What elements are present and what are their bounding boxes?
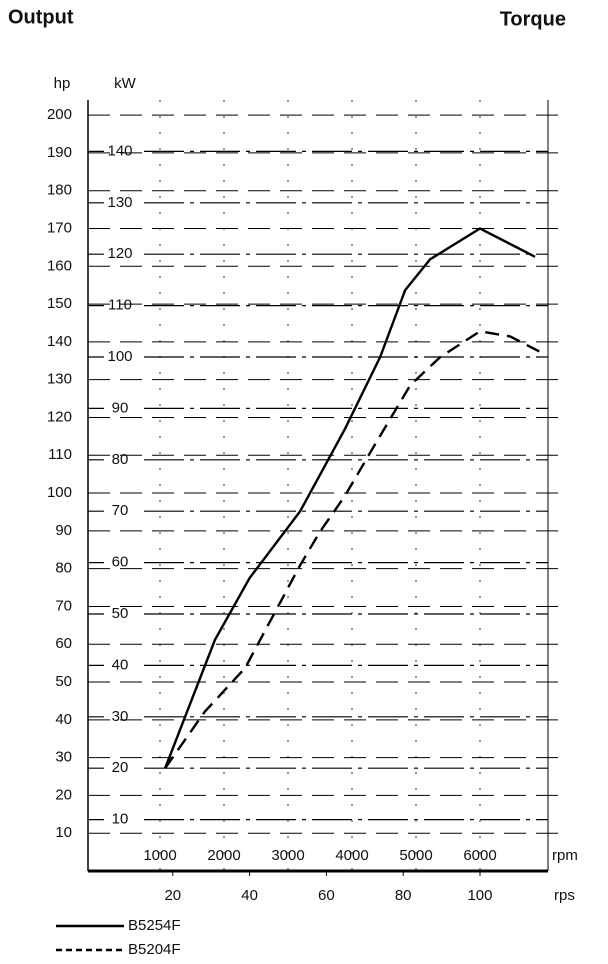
y2-tick-label: 110 (48, 446, 72, 463)
legend-label: B5204F (128, 941, 181, 958)
tick-label-bg (104, 399, 138, 418)
y2-tick-label: 40 (55, 711, 72, 728)
y-tick-label: 40 (112, 656, 129, 673)
tick-label-bg (104, 605, 138, 623)
y-tick-label: 80 (112, 451, 129, 468)
x-tick-label: 3000 (271, 847, 304, 864)
y2-tick-label: 160 (47, 257, 72, 274)
x2-axis-label: rps (554, 887, 575, 904)
y2-tick-label: 200 (47, 106, 72, 123)
y2-tick-label: 90 (55, 522, 72, 539)
x-tick-label: 4000 (335, 847, 368, 864)
y2-tick-label: 120 (47, 408, 72, 425)
tick-label-bg (104, 193, 138, 212)
y-tick-label: 60 (112, 554, 129, 571)
x2-tick-label: 100 (467, 887, 492, 904)
x-tick-label: 1000 (143, 847, 176, 864)
y2-tick-label: 130 (47, 371, 72, 388)
y2-tick-label: 150 (47, 295, 72, 312)
y2-tick-label: 10 (55, 824, 72, 841)
x2-tick-label: 40 (241, 887, 258, 904)
y2-tick-label: 50 (55, 673, 72, 690)
tick-label-bg (104, 553, 138, 572)
tick-label-bg (104, 142, 138, 161)
x2-tick-label: 60 (318, 887, 335, 904)
tick-label-bg (104, 348, 138, 366)
x-tick-label: 5000 (399, 847, 432, 864)
y-axis-label: kW (114, 75, 137, 92)
y2-tick-label: 60 (55, 635, 72, 652)
x-tick-label: 2000 (207, 847, 240, 864)
y-tick-label: 100 (107, 348, 132, 365)
tick-label-bg (104, 707, 138, 726)
legend-label: B5254F (128, 917, 181, 934)
y-tick-label: 50 (112, 605, 129, 622)
y-tick-label: 140 (107, 142, 132, 159)
y-tick-label: 120 (107, 245, 132, 262)
y2-tick-label: 100 (47, 484, 72, 501)
tick-label-bg (104, 759, 138, 778)
y-tick-label: 20 (112, 759, 129, 776)
x2-tick-label: 20 (164, 887, 181, 904)
tick-label-bg (104, 296, 138, 315)
y2-tick-label: 190 (47, 144, 72, 161)
tick-label-bg (104, 656, 138, 675)
y2-axis-label: hp (54, 75, 71, 92)
x2-tick-label: 80 (395, 887, 412, 904)
y2-tick-label: 70 (55, 597, 72, 614)
tick-label-bg (104, 502, 138, 521)
tick-label-bg (104, 245, 138, 264)
y-tick-label: 70 (112, 502, 129, 519)
series-line (164, 227, 536, 769)
series-line (164, 330, 541, 769)
y-tick-label: 110 (108, 297, 132, 314)
y-tick-label: 10 (112, 811, 129, 828)
y-tick-label: 130 (107, 194, 132, 211)
x-axis-label: rpm (552, 847, 578, 864)
y2-tick-label: 170 (47, 219, 72, 236)
chart-subtitle: Torque (500, 8, 566, 30)
y2-tick-label: 180 (47, 182, 72, 199)
y-tick-label: 30 (112, 708, 129, 725)
y-tick-label: 90 (112, 399, 129, 416)
y2-tick-label: 80 (55, 560, 72, 577)
x-tick-label: 6000 (463, 847, 496, 864)
y2-tick-label: 140 (47, 333, 72, 350)
chart-title: Output (8, 6, 74, 28)
tick-label-bg (104, 810, 138, 829)
y2-tick-label: 20 (55, 786, 72, 803)
y2-tick-label: 30 (55, 749, 72, 766)
